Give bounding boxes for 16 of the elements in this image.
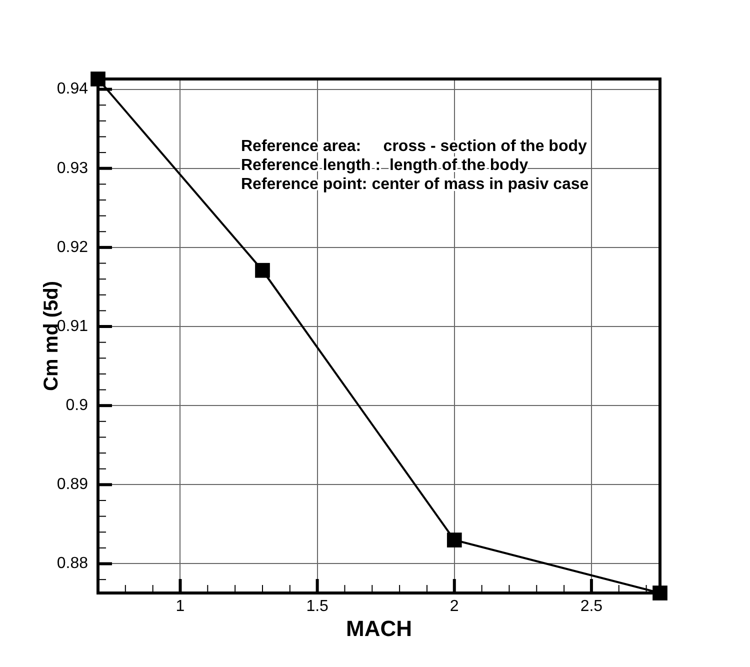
y-tick-label: 0.91: [56, 318, 88, 335]
x-tick-label: 2.5: [580, 598, 603, 616]
y-tick-label: 0.9: [66, 396, 88, 414]
y-tick-label: 0.88: [56, 555, 88, 572]
x-tick-label: 1.5: [306, 598, 329, 616]
x-axis-title: MACH: [346, 616, 412, 641]
y-tick-label: 0.94: [56, 80, 88, 98]
point: [446, 532, 462, 548]
point: [652, 586, 668, 600]
y-tick-label: 0.89: [56, 476, 88, 494]
x-tick-label: 1: [176, 598, 185, 616]
y-tick-label: 0.92: [56, 238, 88, 256]
point: [90, 72, 106, 86]
y-tick-label: 0.93: [56, 160, 88, 177]
x-tick-label: 2: [450, 598, 459, 616]
point: [255, 262, 270, 278]
